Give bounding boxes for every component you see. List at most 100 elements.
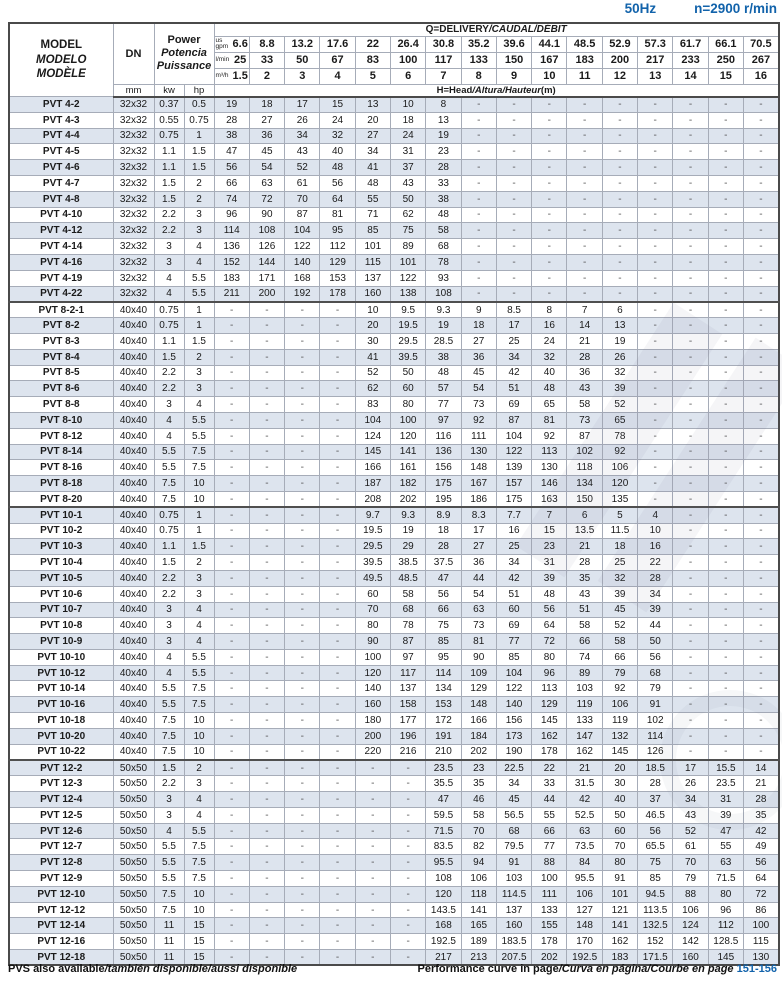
head-value-cell: - (601, 269, 639, 287)
head-value-cell: - (742, 96, 780, 113)
head-value-cell: 8 (425, 96, 462, 113)
table-row: PVT 8-12 40x40 4 5.5- - - -124 120 116 111 104 92 87… (8, 427, 780, 445)
hp-cell: 4 (183, 791, 215, 808)
head-value-cell: - (319, 538, 356, 556)
dn-cell: 40x40 (112, 522, 155, 540)
head-value-cell: 9 (460, 300, 497, 319)
hp-cell: 2 (183, 174, 215, 192)
head-value-cell: 13 (425, 111, 462, 129)
head-value-cell: - (284, 664, 321, 682)
head-value-cell: - (460, 269, 497, 287)
head-value-cell: 79 (672, 870, 709, 887)
kw-cell: 2.2 (153, 222, 185, 240)
flow-value-cell: 12 (601, 67, 639, 85)
head-value-cell: - (707, 332, 744, 350)
table-row: PVT 12-7 50x50 5.5 7.5- - - - - -83.5 82 79.5 77 73.… (8, 838, 780, 856)
head-value-cell: 141 (389, 443, 427, 461)
head-value-cell: - (213, 348, 250, 366)
head-value-cell: 34 (284, 127, 321, 145)
head-value-cell: 9.5 (389, 300, 427, 319)
head-value-cell: 18 (389, 111, 427, 129)
head-value-cell: 183 (601, 949, 639, 966)
head-value-cell: 13.5 (566, 522, 603, 540)
head-value-cell: - (672, 143, 709, 161)
head-value-cell: - (566, 127, 603, 145)
head-value-cell: - (389, 758, 427, 777)
head-value-cell: 31.5 (566, 775, 603, 793)
head-value-cell: - (248, 712, 286, 729)
table-row: PVT 8-4 40x40 1.5 2- - - -41 39.5 38 36 34 32 28 26- -… (8, 348, 780, 366)
head-value-cell: 172 (425, 712, 462, 729)
kw-cell: 1.5 (153, 190, 185, 208)
dn-cell: 32x32 (112, 222, 155, 240)
head-value-cell: 48 (425, 206, 462, 224)
head-value-cell: - (637, 190, 674, 208)
head-value-cell: - (284, 554, 321, 571)
head-value-cell: 44 (531, 791, 568, 808)
head-value-cell: 38 (425, 348, 462, 366)
table-row: PVT 10-10 40x40 4 5.5- - - -100 97 95 90 85 80 74 66 5… (8, 648, 780, 666)
head-value-cell: - (566, 269, 603, 287)
head-value-cell: 48 (531, 585, 568, 603)
head-value-cell: - (707, 427, 744, 445)
head-value-cell: - (742, 332, 780, 350)
head-value-cell: - (389, 933, 427, 951)
head-value-cell: 102 (637, 712, 674, 729)
head-value-cell: - (284, 854, 321, 872)
head-value-cell: - (319, 427, 356, 445)
head-value-cell: - (319, 822, 356, 840)
head-value-cell: - (672, 696, 709, 714)
head-value-cell: - (319, 522, 356, 540)
head-value-cell: 34 (495, 348, 533, 366)
hp-cell: 1 (183, 300, 215, 319)
table-row: PVT 12-6 50x50 4 5.5- - - - - -71.5 70 68 66 63 60 56 5… (8, 822, 780, 840)
head-value-cell: - (248, 317, 286, 334)
head-value-cell: 71.5 (425, 822, 462, 840)
head-value-cell: 64 (742, 870, 780, 887)
head-value-cell: - (742, 696, 780, 714)
head-value-cell: 43 (566, 585, 603, 603)
head-value-cell: 56 (425, 585, 462, 603)
head-value-cell: 78 (425, 253, 462, 271)
hp-cell: 7.5 (183, 459, 215, 477)
hp-cell: 2 (183, 554, 215, 571)
head-value-cell: 138 (389, 285, 427, 303)
head-value-cell: - (707, 648, 744, 666)
head-value-cell: - (284, 538, 321, 556)
head-value-cell: 41 (354, 159, 392, 176)
head-value-cell: 81 (531, 411, 568, 429)
hp-cell: 10 (183, 490, 215, 508)
head-value-cell: - (319, 727, 356, 745)
head-value-cell: - (248, 901, 286, 919)
head-value-cell: 49.5 (354, 569, 392, 587)
head-value-cell: 155 (531, 917, 568, 935)
head-value-cell: 160 (354, 285, 392, 303)
head-value-cell: 39 (601, 380, 639, 398)
kw-cell: 5.5 (153, 680, 185, 698)
model-cell: PVT 8-6 (8, 380, 114, 398)
dn-cell: 40x40 (112, 427, 155, 445)
hp-cell: 10 (183, 901, 215, 919)
head-value-cell: 48 (425, 364, 462, 382)
head-value-cell: - (319, 806, 356, 824)
head-value-cell: - (672, 332, 709, 350)
head-value-cell: - (672, 411, 709, 429)
head-value-cell: - (460, 159, 497, 176)
model-cell: PVT 4-14 (8, 238, 114, 255)
head-value-cell: 18 (425, 522, 462, 540)
head-value-cell: - (213, 522, 250, 540)
head-value-cell: - (319, 569, 356, 587)
head-value-cell: 167 (460, 475, 497, 492)
head-value-cell: - (319, 933, 356, 951)
head-value-cell: - (672, 253, 709, 271)
dn-cell: 40x40 (112, 332, 155, 350)
head-value-cell: - (601, 143, 639, 161)
flow-value-cell: 8.8 (248, 35, 286, 53)
head-value-cell: 39.5 (389, 348, 427, 366)
head-value-cell: - (284, 743, 321, 761)
head-value-cell: - (566, 190, 603, 208)
kw-cell: 1.1 (153, 332, 185, 350)
head-value-cell: 156 (495, 712, 533, 729)
head-value-cell: 57 (425, 380, 462, 398)
dn-cell: 40x40 (112, 554, 155, 571)
